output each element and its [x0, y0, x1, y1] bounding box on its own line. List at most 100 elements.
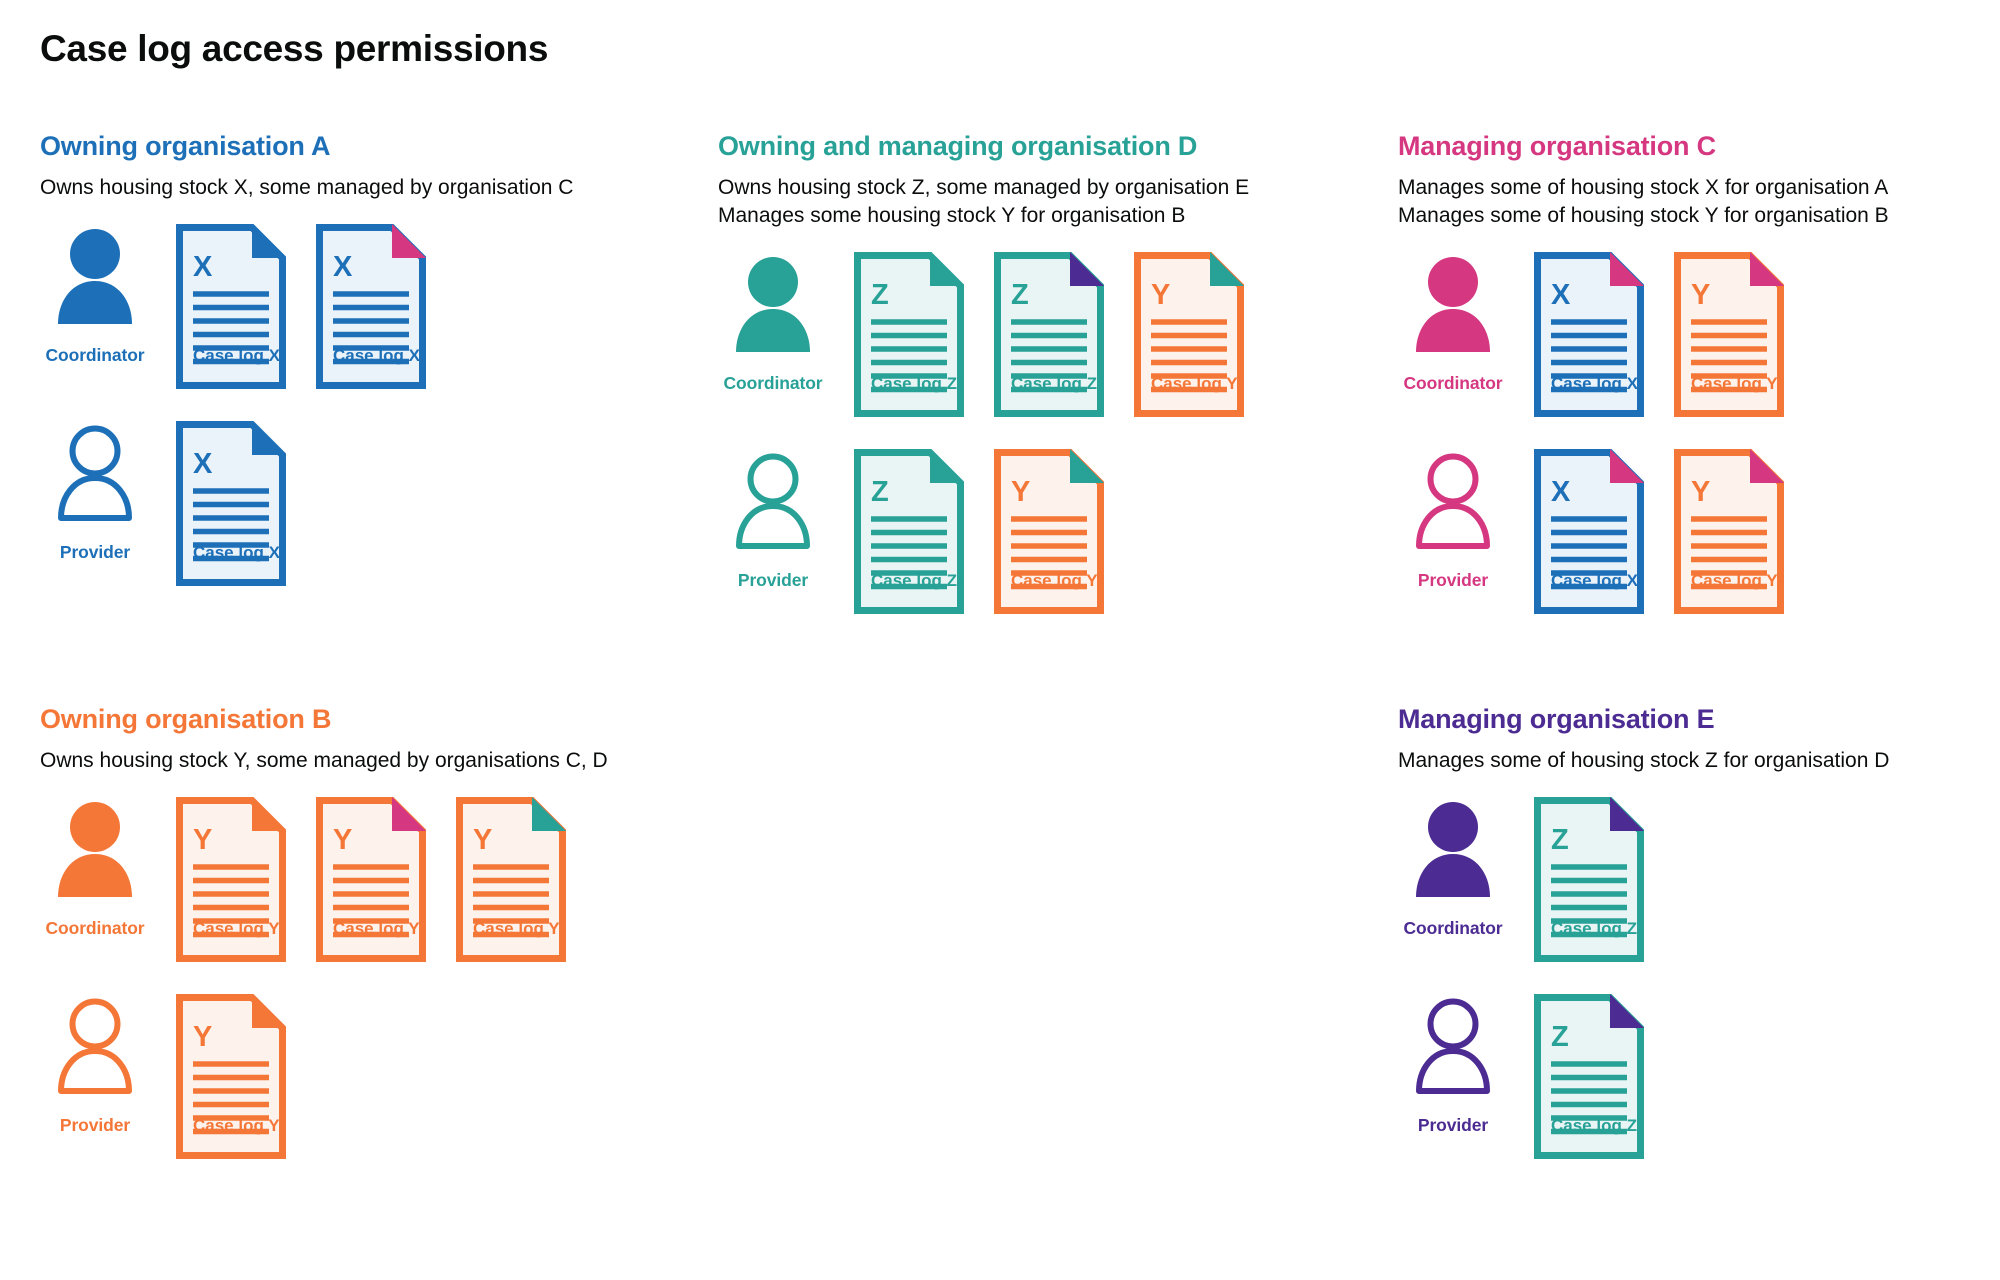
role-row-coordinator: Coordinator Y Case log Y1 Y Case log Y2 …: [40, 797, 608, 963]
case-log-list: Z Case log Z1 Y Case log Y3: [854, 448, 1104, 614]
section-description: Owns housing stock X, some managed by or…: [40, 176, 574, 200]
svg-text:Case log Z1: Case log Z1: [871, 571, 964, 590]
role-coordinator[interactable]: Coordinator: [1398, 797, 1508, 939]
role-row-coordinator: Coordinator X Case log X2 Y Case log Y2: [1398, 251, 1889, 417]
case-log-card[interactable]: X Case log X2: [316, 224, 426, 390]
role-row-coordinator: Coordinator Z Case log Z2: [1398, 797, 1889, 963]
case-log-list: X Case log X2 Y Case log Y2: [1534, 448, 1784, 614]
role-provider[interactable]: Provider: [1398, 994, 1508, 1136]
case-log-card[interactable]: X Case log X1: [176, 421, 286, 587]
document-icon: Y Case log Y2: [1674, 251, 1784, 417]
svg-text:Case log Y1: Case log Y1: [193, 919, 286, 938]
person-outline-icon: [58, 998, 132, 1095]
case-log-card[interactable]: Y Case log Y3: [994, 448, 1104, 614]
role-label: Provider: [59, 542, 131, 563]
role-coordinator[interactable]: Coordinator: [40, 797, 150, 939]
svg-text:Case log X2: Case log X2: [1551, 374, 1644, 393]
section-description: Manages some of housing stock Z for orga…: [1398, 749, 1890, 773]
section-org-b: Owning organisation B Owns housing stock…: [40, 704, 608, 1160]
case-log-card[interactable]: Z Case log Z2: [1534, 797, 1644, 963]
role-provider[interactable]: Provider: [718, 449, 828, 591]
svg-text:X: X: [193, 251, 213, 283]
case-log-card[interactable]: Z Case log Z1: [854, 251, 964, 417]
role-provider[interactable]: Provider: [40, 994, 150, 1136]
document-icon: X Case log X2: [1534, 251, 1644, 417]
person-filled-icon: [58, 802, 132, 898]
case-log-card[interactable]: X Case log X1: [176, 224, 286, 390]
case-log-card[interactable]: Y Case log Y1: [176, 797, 286, 963]
section-description: Manages some of housing stock X for orga…: [1398, 176, 1889, 228]
person-filled-icon: [1416, 256, 1490, 352]
section-org-e: Managing organisation E Manages some of …: [1398, 705, 1890, 1160]
role-coordinator[interactable]: Coordinator: [40, 224, 150, 366]
role-coordinator[interactable]: Coordinator: [718, 252, 828, 394]
case-log-list: Y Case log Y1: [176, 994, 286, 1160]
document-icon: Y Case log Y3: [456, 797, 566, 963]
document-icon: Z Case log Z1: [854, 251, 964, 417]
case-log-list: Z Case log Z2: [1534, 797, 1644, 963]
svg-text:Case log X2: Case log X2: [333, 346, 426, 365]
svg-text:X: X: [193, 448, 213, 480]
svg-text:Z: Z: [1551, 1021, 1569, 1053]
svg-text:Y: Y: [1151, 279, 1170, 311]
svg-text:Case log Y3: Case log Y3: [1011, 571, 1104, 590]
case-log-card[interactable]: X Case log X2: [1534, 251, 1644, 417]
section-org-a: Owning organisation A Owns housing stock…: [40, 131, 574, 587]
person-outline-icon: [1416, 453, 1490, 549]
case-log-card[interactable]: X Case log X2: [1534, 448, 1644, 614]
page-title: Case log access permissions: [40, 28, 549, 69]
case-log-card[interactable]: Z Case log Z2: [1534, 994, 1644, 1160]
svg-text:Case log Z2: Case log Z2: [1551, 1116, 1644, 1135]
role-row-provider: Provider X Case log X1: [40, 421, 573, 587]
section-heading: Owning organisation B: [40, 704, 332, 734]
role-label: Coordinator: [45, 918, 145, 939]
role-label: Coordinator: [1403, 918, 1503, 939]
svg-text:Case log Y2: Case log Y2: [1691, 571, 1784, 590]
svg-text:Y: Y: [1691, 476, 1710, 508]
person-outline-icon: [58, 425, 132, 522]
svg-text:Y: Y: [193, 1021, 212, 1053]
svg-text:Z: Z: [1551, 824, 1569, 856]
person-outline-icon: [1416, 998, 1490, 1095]
role-row-provider: Provider Z Case log Z1 Y Case log Y3: [718, 448, 1249, 614]
role-row-coordinator: Coordinator Z Case log Z1 Z Case log Z2 …: [718, 251, 1249, 417]
case-log-card[interactable]: Y Case log Y2: [1674, 448, 1784, 614]
role-label: Provider: [59, 1115, 131, 1136]
role-provider[interactable]: Provider: [1398, 449, 1508, 591]
role-label: Coordinator: [723, 372, 823, 393]
document-icon: X Case log X1: [176, 224, 286, 390]
svg-text:Case log Y3: Case log Y3: [473, 919, 566, 938]
document-icon: Z Case log Z1: [854, 448, 964, 614]
svg-text:Case log Z1: Case log Z1: [871, 374, 964, 393]
case-log-card[interactable]: Y Case log Y3: [1134, 251, 1244, 417]
case-log-card[interactable]: Y Case log Y3: [456, 797, 566, 963]
case-log-card[interactable]: Z Case log Z2: [994, 251, 1104, 417]
svg-text:Case log X1: Case log X1: [193, 543, 286, 562]
role-provider[interactable]: Provider: [40, 421, 150, 563]
case-log-card[interactable]: Y Case log Y2: [1674, 251, 1784, 417]
case-log-card[interactable]: Y Case log Y2: [316, 797, 426, 963]
role-row-provider: Provider X Case log X2 Y Case log Y2: [1398, 448, 1889, 614]
document-icon: Y Case log Y3: [994, 448, 1104, 614]
document-icon: Y Case log Y2: [316, 797, 426, 963]
person-filled-icon: [58, 229, 132, 325]
case-log-list: X Case log X1 X Case log X2: [176, 224, 426, 390]
role-coordinator[interactable]: Coordinator: [1398, 252, 1508, 394]
case-log-list: Z Case log Z1 Z Case log Z2 Y Case log Y…: [854, 251, 1244, 417]
section-description: Owns housing stock Z, some managed by or…: [718, 176, 1250, 228]
role-row-provider: Provider Y Case log Y1: [40, 994, 608, 1160]
case-log-list: X Case log X2 Y Case log Y2: [1534, 251, 1784, 417]
svg-text:Y: Y: [333, 824, 352, 856]
document-icon: Y Case log Y1: [176, 994, 286, 1160]
case-log-card[interactable]: Z Case log Z1: [854, 448, 964, 614]
svg-text:Z: Z: [1011, 279, 1029, 311]
document-icon: X Case log X2: [316, 224, 426, 390]
document-icon: X Case log X2: [1534, 448, 1644, 614]
case-log-card[interactable]: Y Case log Y1: [176, 994, 286, 1160]
role-label: Provider: [1417, 1115, 1489, 1136]
section-heading: Owning organisation A: [40, 131, 331, 161]
case-log-list: Z Case log Z2: [1534, 994, 1644, 1160]
document-icon: Z Case log Z2: [994, 251, 1104, 417]
person-outline-icon: [736, 453, 810, 549]
svg-text:Y: Y: [1011, 476, 1030, 508]
